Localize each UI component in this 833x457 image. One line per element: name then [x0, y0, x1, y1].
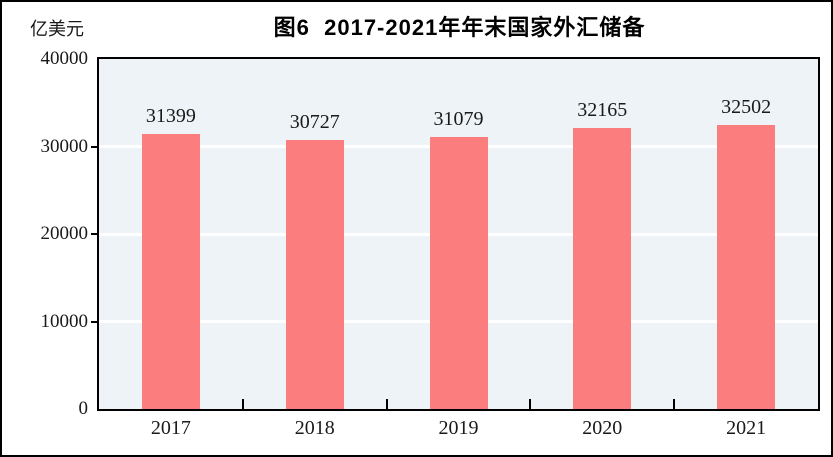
x-axis-tick — [673, 399, 676, 409]
y-axis-tick — [91, 233, 98, 235]
x-category-label-2018: 2018 — [294, 417, 335, 439]
y-tick-label-10000: 10000 — [40, 310, 89, 332]
bar-value-label-2018: 30727 — [289, 111, 340, 134]
y-tick-label-0: 0 — [78, 398, 89, 419]
y-tick-label-40000: 40000 — [40, 48, 89, 69]
x-axis-tick — [385, 399, 388, 409]
x-axis: 2017 2018 2019 2020 2021 — [97, 416, 820, 446]
bar-value-label-2019: 31079 — [433, 108, 484, 131]
bar-2017 — [141, 134, 200, 409]
y-axis-tick — [91, 145, 98, 148]
x-category-label-2019: 2019 — [438, 417, 479, 439]
y-tick-label-20000: 20000 — [40, 223, 89, 244]
bar-value-label-2021: 32502 — [721, 95, 772, 118]
y-axis-unit-label: 亿美元 — [30, 19, 84, 39]
chart-title: 图6 2017-2021年年末国家外汇储备 — [273, 15, 646, 40]
x-axis-tick — [529, 399, 532, 409]
bar-2021 — [717, 124, 776, 409]
x-category-label-2021: 2021 — [726, 417, 767, 439]
y-tick-label-30000: 30000 — [40, 135, 89, 157]
plot-area: 31399 30727 31079 32165 32502 — [97, 57, 820, 411]
bar-2018 — [285, 140, 344, 409]
bar-2020 — [573, 127, 632, 409]
x-category-label-2020: 2020 — [582, 417, 623, 439]
bar-value-label-2017: 31399 — [145, 105, 196, 128]
y-axis: 0 10000 20000 30000 40000 — [2, 48, 98, 419]
bar-value-label-2020: 32165 — [577, 98, 628, 121]
y-axis-tick — [91, 320, 98, 323]
bar-2019 — [429, 137, 488, 409]
x-category-label-2017: 2017 — [150, 417, 191, 439]
x-axis-tick — [241, 399, 244, 409]
